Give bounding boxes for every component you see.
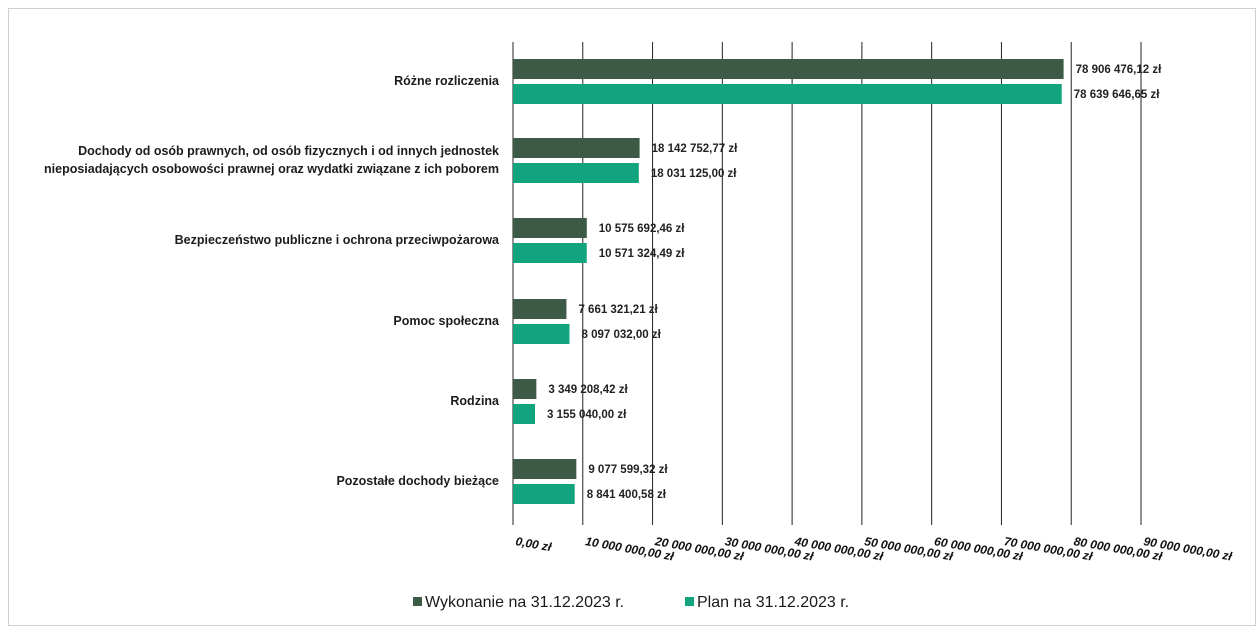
bar-chart: 78 906 476,12 zł 18 142 752,77 zł 10 575 6…: [44, 42, 1234, 611]
grid-layer: [512, 42, 1142, 525]
category-label: Bezpieczeństwo publiczne i ochrona przec…: [175, 233, 500, 247]
bar-plan: [513, 243, 587, 263]
bar-plan: [513, 163, 639, 183]
legend-swatch-wykonanie: [413, 597, 422, 606]
bar-wykonanie: [513, 299, 567, 319]
bar-plan: [513, 484, 575, 504]
category-label: nieposiadających osobowości prawnej oraz…: [44, 162, 499, 176]
category-label: Pomoc społeczna: [393, 314, 500, 328]
data-label: 3 349 208,42 zł: [548, 384, 628, 396]
data-label: 18 031 125,00 zł: [651, 168, 737, 180]
category-label: Pozostałe dochody bieżące: [336, 474, 499, 488]
bar-plan: [513, 324, 570, 344]
legend-label: Plan na 31.12.2023 r.: [697, 594, 849, 611]
category-label: Różne rozliczenia: [394, 74, 500, 88]
label-layer: 78 906 476,12 zł 18 142 752,77 zł 10 575 6…: [44, 64, 1162, 501]
bar-wykonanie: [513, 218, 587, 238]
data-label: 7 661 321,21 zł: [578, 304, 658, 316]
bar-wykonanie: [513, 459, 577, 479]
data-label: 8 097 032,00 zł: [581, 329, 661, 341]
category-label: Rodzina: [450, 394, 500, 408]
legend-swatch-plan: [685, 597, 694, 606]
data-label: 10 575 692,46 zł: [599, 223, 685, 235]
bar-layer: [513, 59, 1064, 504]
legend: Wykonanie na 31.12.2023 r. Plan na 31.12.…: [413, 594, 849, 611]
data-label: 8 841 400,58 zł: [587, 489, 667, 501]
data-label: 9 077 599,32 zł: [588, 464, 668, 476]
data-label: 78 639 646,65 zł: [1074, 89, 1160, 101]
chart-frame: 78 906 476,12 zł 18 142 752,77 zł 10 575 6…: [8, 8, 1256, 626]
legend-label: Wykonanie na 31.12.2023 r.: [425, 594, 624, 611]
data-label: 3 155 040,00 zł: [547, 409, 627, 421]
bar-plan: [513, 404, 536, 424]
bar-plan: [513, 84, 1062, 104]
data-label: 78 906 476,12 zł: [1076, 64, 1162, 76]
data-label: 10 571 324,49 zł: [599, 248, 685, 260]
x-tick-label: 0,00 zł: [514, 534, 553, 554]
category-label: Dochody od osób prawnych, od osób fizycz…: [78, 144, 499, 158]
data-label: 18 142 752,77 zł: [652, 143, 738, 155]
bar-wykonanie: [513, 379, 537, 399]
bar-wykonanie: [513, 59, 1064, 79]
bar-wykonanie: [513, 138, 640, 158]
